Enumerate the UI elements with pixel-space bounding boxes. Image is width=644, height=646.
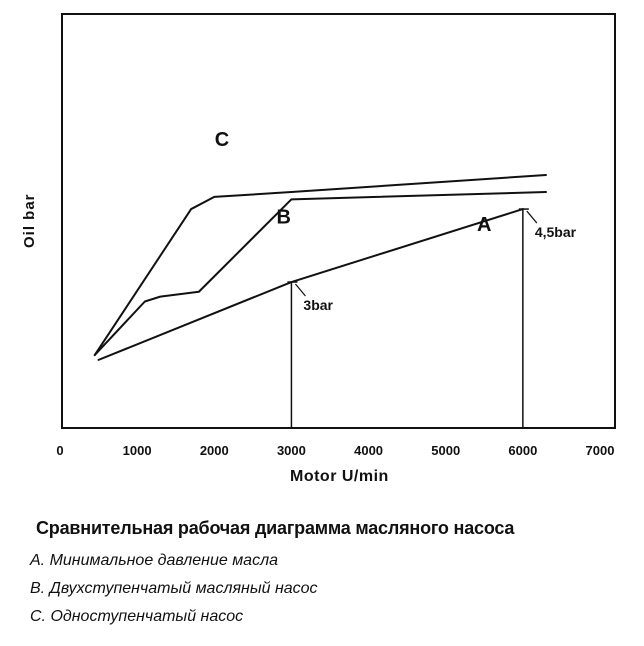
- series-label-a: A: [477, 214, 491, 236]
- x-axis-label: Motor U/min: [290, 468, 389, 485]
- legend-item-c: С. Одноступенчатый насос: [30, 608, 244, 625]
- legend-item-a: А. Минимальное давление масла: [30, 552, 278, 569]
- y-axis-label: Oil bar: [21, 193, 38, 248]
- legend-item-b: В. Двухступенчатый масляный насос: [30, 580, 318, 597]
- x-tick-label-7000: 7000: [586, 443, 615, 458]
- x-tick-label-0: 0: [56, 443, 63, 458]
- series-line-c: [93, 174, 547, 357]
- x-tick-label-2000: 2000: [200, 443, 229, 458]
- annotation-leader-1: [526, 210, 538, 224]
- series-label-b: B: [276, 207, 290, 229]
- series-line-a: [97, 208, 524, 361]
- plot-frame: [61, 13, 616, 429]
- chart-caption: Сравнительная рабочая диаграмма масляног…: [36, 518, 515, 538]
- x-tick-label-5000: 5000: [431, 443, 460, 458]
- x-tick-label-4000: 4000: [354, 443, 383, 458]
- series-line-b: [93, 191, 547, 357]
- oil-pressure-chart: 0 1000 2000 3000 4000 5000 6000 7000 A B C 3bar 4,5b…: [56, 129, 615, 458]
- annotation-label-1: 4,5bar: [535, 224, 577, 240]
- annotation-leader-0: [294, 283, 306, 297]
- x-tick-label-3000: 3000: [277, 443, 306, 458]
- series-label-c: C: [215, 129, 229, 151]
- annotation-label-0: 3bar: [303, 297, 333, 313]
- x-tick-label-6000: 6000: [508, 443, 537, 458]
- x-tick-label-1000: 1000: [123, 443, 152, 458]
